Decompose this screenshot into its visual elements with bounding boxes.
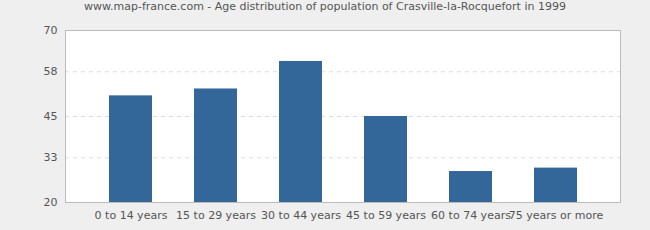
svg-text:20: 20 <box>44 196 58 209</box>
svg-text:70: 70 <box>44 24 58 37</box>
svg-text:0 to 14 years: 0 to 14 years <box>95 209 168 222</box>
svg-text:30 to 44 years: 30 to 44 years <box>261 209 341 222</box>
svg-text:58: 58 <box>44 65 58 78</box>
svg-text:45 to 59 years: 45 to 59 years <box>346 209 426 222</box>
svg-text:60 to 74 years: 60 to 74 years <box>431 209 511 222</box>
svg-text:15 to 29 years: 15 to 29 years <box>176 209 256 222</box>
svg-text:75 years or more: 75 years or more <box>509 209 604 222</box>
html-text:www.map-france.com - Age distr: www.map-france.com - Age distribution of… <box>84 0 566 13</box>
svg-text:33: 33 <box>44 151 58 164</box>
svg-text:45: 45 <box>44 110 58 123</box>
